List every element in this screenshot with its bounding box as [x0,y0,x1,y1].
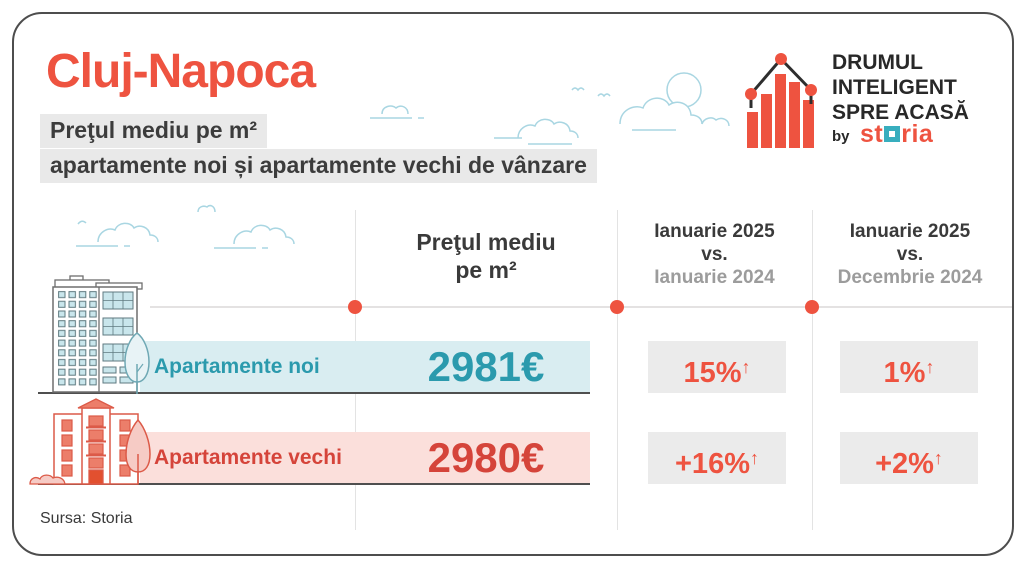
yoy-badge-noi: 15%↑ [648,341,786,393]
logo-tagline-line1: DRUMUL [832,51,923,74]
mom-badge-vechi: +2%↑ [840,432,978,484]
logo-tagline-line2: INTELIGENT [832,76,957,99]
up-arrow-icon: ↑ [933,448,943,468]
column-header-mom: Ianuarie 2025 vs. Decembrie 2024 [837,221,983,288]
logo-tagline: DRUMUL INTELIGENT SPRE ACASĂ [832,50,969,125]
column-header-yoy: Ianuarie 2025 vs. Ianuarie 2024 [654,221,775,288]
ground-line [38,483,590,485]
ground-line [38,392,590,394]
row-label: Apartamente vechi [154,446,342,469]
rule-dot [610,300,624,314]
subtitle-line-2: apartamente noi și apartamente vechi de … [40,149,597,183]
price-value-vechi: 2980€ [427,434,545,481]
up-arrow-icon: ↑ [749,448,759,468]
subtitle-line-1: Preţul mediu pe m² [40,114,268,148]
storia-brand-wordmark: st ria [860,120,934,148]
up-arrow-icon: ↑ [741,357,751,377]
mom-badge-noi: 1%↑ [840,341,978,393]
column-divider [617,210,618,530]
storia-o-square-icon [884,126,901,142]
page-title: Cluj-Napoca [46,45,316,98]
column-divider [812,210,813,530]
price-value-noi: 2981€ [427,343,545,390]
logo-by-label: by [832,128,850,145]
up-arrow-icon: ↑ [925,357,935,377]
row-apartamente-vechi: Apartamente vechi [140,432,590,484]
column-header-price: Preţul mediu pe m² [416,229,556,283]
rule-dot [805,300,819,314]
logo-tagline-line3: SPRE ACASĂ [832,101,969,124]
yoy-badge-vechi: +16%↑ [648,432,786,484]
rule-dot [348,300,362,314]
card-border [12,12,1014,556]
row-apartamente-noi: Apartamente noi [140,341,590,393]
storia-house-chart-logo-icon [745,53,817,148]
row-label: Apartamente noi [154,355,320,378]
header-rule [150,306,1012,308]
source-note: Sursa: Storia [40,510,133,527]
